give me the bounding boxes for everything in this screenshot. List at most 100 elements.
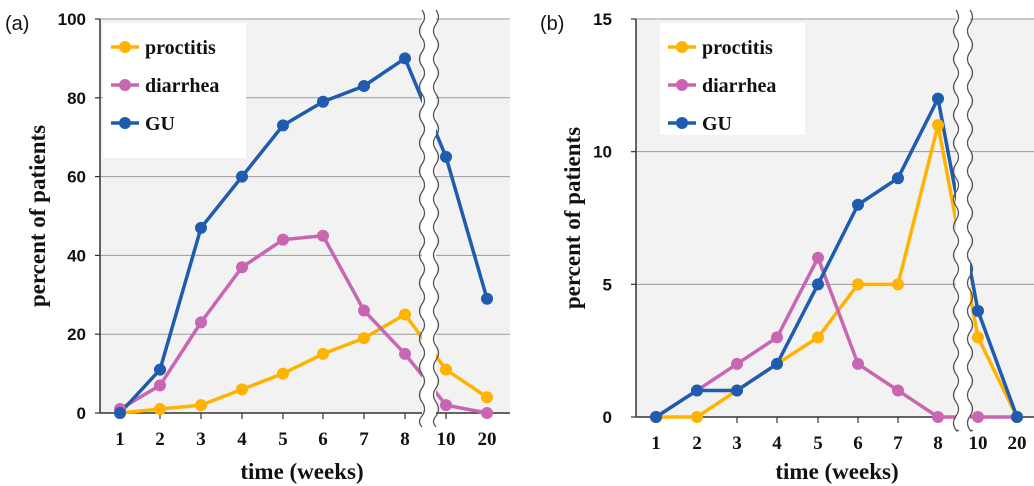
x-tick-label: 20	[478, 429, 497, 450]
data-point-GU	[852, 198, 864, 211]
data-point-diarrhea	[236, 261, 248, 274]
y-axis-title: percent of patients	[560, 127, 585, 309]
data-point-GU	[1011, 411, 1023, 423]
y-tick-label: 60	[67, 168, 86, 187]
data-point-diarrhea	[852, 357, 864, 370]
x-axis-title: time (weeks)	[775, 459, 898, 484]
legend-swatch-marker	[676, 79, 688, 91]
x-tick-label: 5	[278, 429, 288, 450]
x-tick-label: 7	[893, 433, 903, 454]
x-tick-label: 7	[359, 429, 369, 450]
data-point-GU	[481, 292, 493, 305]
legend-swatch-marker	[676, 41, 688, 53]
data-point-diarrhea	[399, 347, 411, 360]
x-tick-label: 6	[318, 429, 328, 450]
data-point-diarrhea	[892, 384, 904, 397]
data-point-GU	[691, 384, 703, 397]
data-point-diarrhea	[317, 229, 329, 242]
data-point-GU	[236, 170, 248, 183]
legend-entry-proctitis: proctitis	[702, 37, 773, 59]
legend-entry-diarrhea: diarrhea	[702, 75, 776, 97]
data-point-GU	[277, 119, 289, 132]
plot-area-right	[436, 19, 510, 413]
data-point-proctitis	[277, 367, 289, 380]
legend-swatch-marker	[119, 41, 131, 53]
y-tick-label: 0	[603, 408, 612, 427]
axis-break-gap	[422, 0, 436, 425]
x-tick-label: 2	[155, 429, 165, 450]
data-point-proctitis	[892, 278, 904, 291]
x-tick-label: 3	[196, 429, 206, 450]
axis-break-line	[952, 9, 960, 432]
data-point-proctitis	[154, 403, 166, 416]
data-point-GU	[650, 411, 662, 423]
data-point-GU	[771, 357, 783, 370]
axis-break-line	[418, 9, 426, 428]
data-point-GU	[154, 363, 166, 376]
panel-label: (a)	[5, 13, 29, 35]
y-tick-label: 80	[67, 89, 86, 108]
x-axis-title: time (weeks)	[240, 459, 363, 484]
x-tick-label: 5	[813, 433, 823, 454]
data-point-proctitis	[972, 331, 984, 344]
data-point-GU	[972, 304, 984, 317]
data-point-proctitis	[358, 332, 370, 345]
data-point-diarrhea	[195, 316, 207, 329]
y-axis-title: percent of patients	[25, 125, 50, 307]
legend-entry-GU: GU	[702, 113, 732, 135]
x-tick-label: 2	[692, 433, 702, 454]
legend-swatch-marker	[119, 117, 131, 129]
data-point-GU	[812, 278, 824, 291]
y-tick-label: 15	[593, 10, 612, 29]
plot-area-right	[970, 19, 1034, 417]
data-point-diarrhea	[358, 304, 370, 317]
legend-swatch-marker	[676, 117, 688, 129]
x-tick-label: 8	[933, 433, 943, 454]
data-point-GU	[440, 150, 452, 163]
axis-break-line	[432, 9, 440, 428]
data-point-diarrhea	[972, 411, 984, 423]
data-point-GU	[731, 384, 743, 397]
data-point-proctitis	[399, 308, 411, 321]
x-tick-label: 1	[115, 429, 125, 450]
data-point-diarrhea	[277, 233, 289, 246]
data-point-diarrhea	[771, 331, 783, 344]
chart-panel-a: 0 20 40 60 80 100 1 2 3 4 5 6 7 8 10 20 proctitis diarrhe…	[5, 0, 510, 484]
data-point-GU	[932, 92, 944, 105]
data-point-diarrhea	[731, 357, 743, 370]
data-point-diarrhea	[481, 407, 493, 419]
x-tick-label: 3	[732, 433, 742, 454]
y-tick-label: 10	[593, 143, 612, 162]
legend-swatch-marker	[119, 79, 131, 91]
data-point-GU	[195, 221, 207, 234]
x-tick-label: 1	[651, 433, 661, 454]
data-point-diarrhea	[440, 399, 452, 412]
x-tick-label: 8	[400, 429, 410, 450]
data-point-diarrhea	[812, 251, 824, 264]
x-tick-label: 6	[853, 433, 863, 454]
legend-entry-diarrhea: diarrhea	[145, 75, 219, 97]
y-tick-label: 0	[77, 404, 86, 423]
data-point-proctitis	[932, 119, 944, 132]
legend-entry-proctitis: proctitis	[145, 37, 216, 59]
axis-break-line	[966, 9, 974, 432]
data-point-proctitis	[440, 363, 452, 376]
data-point-proctitis	[236, 383, 248, 396]
y-tick-label: 20	[67, 325, 86, 344]
x-tick-label: 4	[772, 433, 782, 454]
data-point-proctitis	[691, 411, 703, 423]
data-point-proctitis	[317, 347, 329, 360]
data-point-diarrhea	[932, 411, 944, 423]
data-point-GU	[358, 79, 370, 92]
x-tick-label: 4	[237, 429, 247, 450]
x-tick-label: 10	[969, 433, 988, 454]
data-point-proctitis	[195, 399, 207, 412]
data-point-proctitis	[852, 278, 864, 291]
legend-entry-GU: GU	[145, 113, 175, 135]
y-tick-label: 5	[603, 275, 612, 294]
x-tick-label: 20	[1008, 433, 1027, 454]
panel-label: (b)	[540, 13, 564, 35]
x-tick-label: 10	[437, 429, 456, 450]
data-point-GU	[892, 172, 904, 185]
